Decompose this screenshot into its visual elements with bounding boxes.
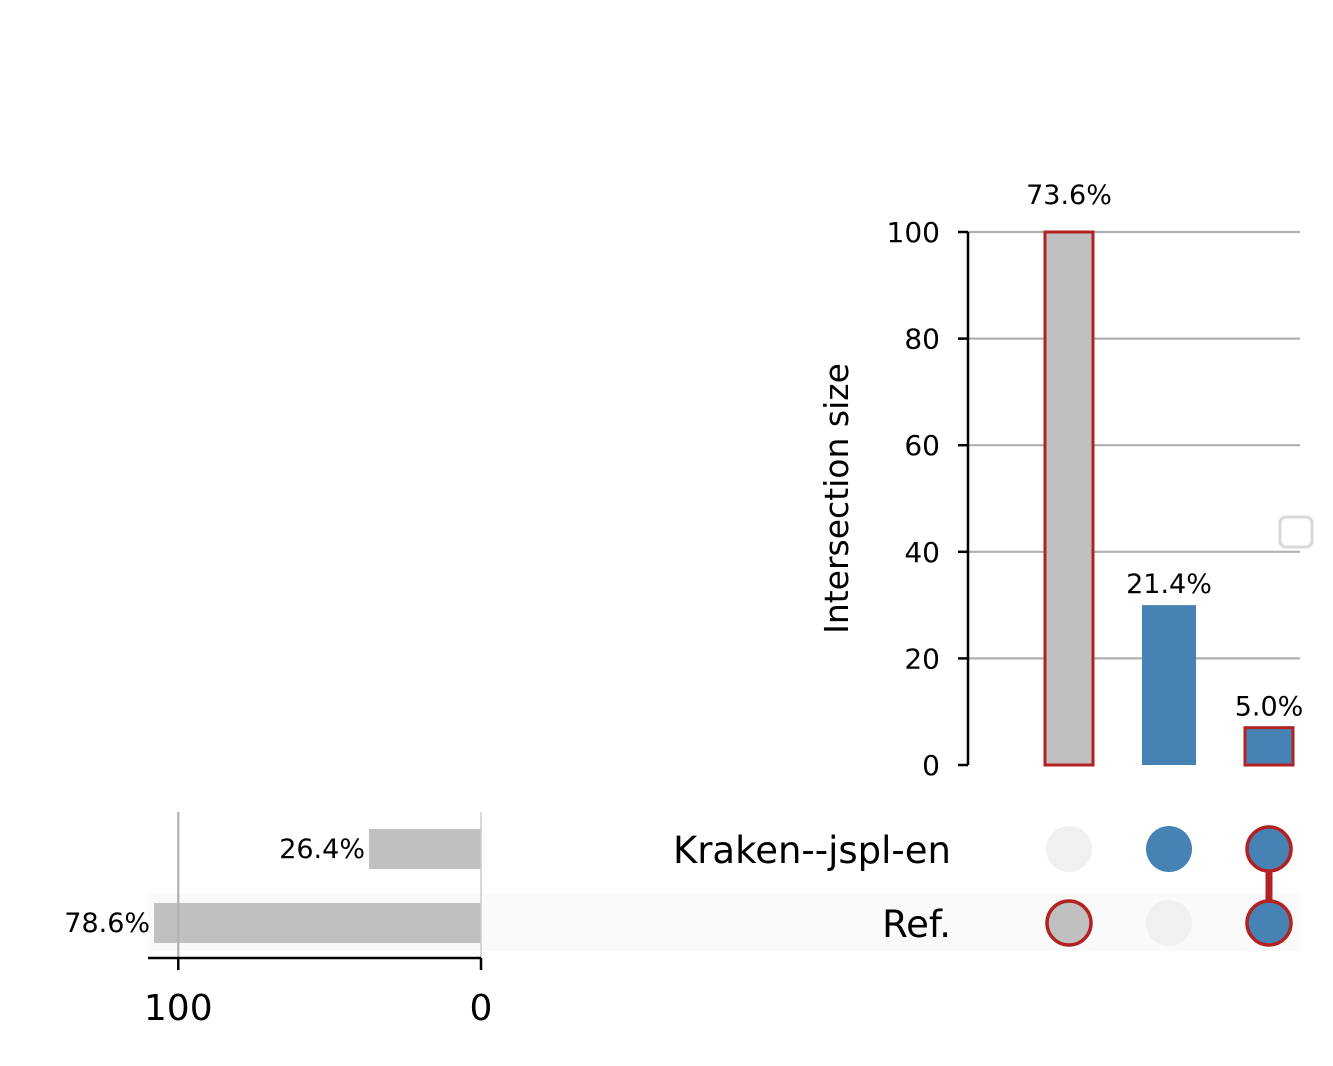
y-tick-label: 20	[904, 642, 940, 675]
set-size-bar-label: 78.6%	[64, 908, 150, 939]
y-axis: 0 20 40 60 80 100	[887, 216, 970, 782]
intersection-bar-label: 21.4%	[1126, 569, 1212, 600]
set-size-bar-label: 26.4%	[279, 834, 365, 865]
intersection-bars	[1043, 230, 1295, 767]
intersection-bar	[1243, 726, 1295, 767]
matrix-dot-active	[1245, 899, 1293, 947]
y-tick-label: 40	[904, 536, 940, 569]
set-name-label: Kraken--jspl-en	[673, 829, 951, 872]
set-size-bar	[368, 829, 481, 869]
matrix-dot-active	[1245, 825, 1293, 873]
intersection-bar	[1142, 605, 1196, 765]
y-tick-label: 0	[922, 749, 940, 782]
y-tick-label: 80	[904, 323, 940, 356]
matrix-dot-inactive	[1146, 900, 1192, 946]
intersection-bar	[1043, 230, 1095, 767]
set-size-x-tick-label: 100	[144, 988, 213, 1029]
y-tick-label: 100	[887, 216, 940, 249]
set-name-label: Ref.	[882, 903, 951, 946]
y-axis-label: Intersection size	[817, 363, 856, 634]
intersection-bar-label: 73.6%	[1026, 180, 1112, 211]
matrix-dot-inactive	[1046, 826, 1092, 872]
set-names: Kraken--jspl-en Ref.	[673, 829, 951, 946]
set-size-axis: 100 0	[144, 812, 493, 1029]
intersection-bar-labels: 73.6% 21.4% 5.0%	[1026, 180, 1303, 723]
intersection-matrix	[1045, 825, 1293, 947]
set-size-x-tick-label: 0	[470, 988, 493, 1029]
intersection-bar-label: 5.0%	[1235, 692, 1304, 723]
set-size-bars: 26.4% 78.6%	[64, 829, 481, 943]
matrix-dot-active	[1146, 826, 1192, 872]
matrix-dot-active	[1045, 899, 1093, 947]
set-size-bar	[154, 903, 481, 943]
y-tick-label: 60	[904, 429, 940, 462]
y-gridlines	[968, 230, 1300, 660]
legend-box	[1278, 515, 1314, 549]
